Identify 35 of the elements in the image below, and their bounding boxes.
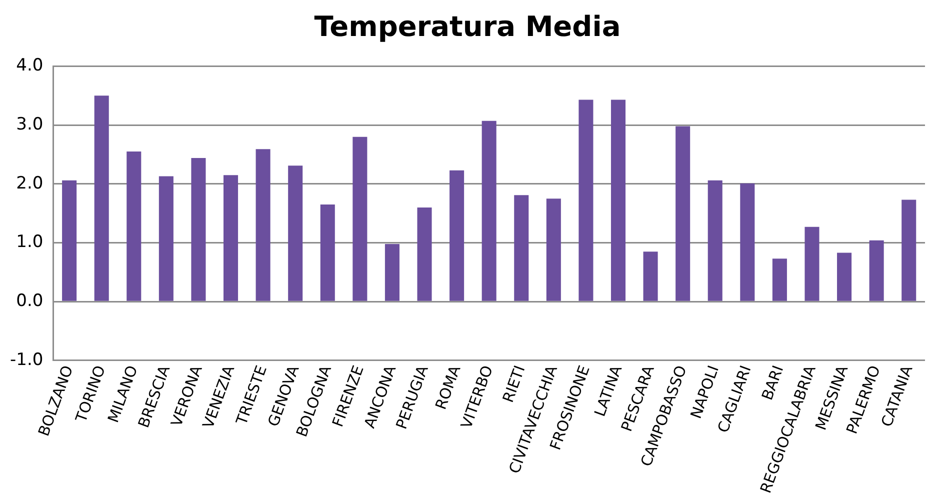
bar: [320, 204, 335, 301]
bar: [94, 96, 109, 301]
bar: [191, 158, 206, 301]
bar: [837, 252, 852, 301]
bar: [352, 136, 368, 301]
bar: [482, 120, 496, 301]
bar: [546, 198, 561, 301]
bar: [676, 126, 690, 301]
bar: [643, 252, 658, 301]
bar: [804, 226, 820, 301]
y-tick-label: 4.0: [16, 56, 44, 76]
bar: [578, 100, 594, 301]
bar: [869, 240, 884, 301]
bar: [772, 258, 787, 301]
y-tick-label: -1.0: [10, 350, 44, 370]
bar: [158, 176, 174, 301]
bar: [740, 183, 755, 301]
y-tick-label: 1.0: [16, 232, 44, 252]
bar: [256, 149, 270, 301]
bar: [514, 195, 529, 301]
bar: [708, 180, 722, 301]
bar: [902, 200, 916, 301]
x-tick-label: ROMA: [432, 362, 464, 412]
bar: [610, 100, 626, 301]
y-tick-label: 3.0: [16, 114, 44, 134]
y-tick-label: 2.0: [16, 173, 44, 194]
bar: [417, 207, 432, 301]
bar: [126, 152, 142, 301]
bar: [288, 166, 303, 301]
chart-title: Temperatura Media: [313, 10, 622, 45]
bar: [224, 175, 238, 301]
bar: [450, 170, 464, 301]
bar: [62, 180, 77, 301]
bar: [384, 244, 400, 301]
y-tick-label: 0.0: [16, 291, 44, 312]
